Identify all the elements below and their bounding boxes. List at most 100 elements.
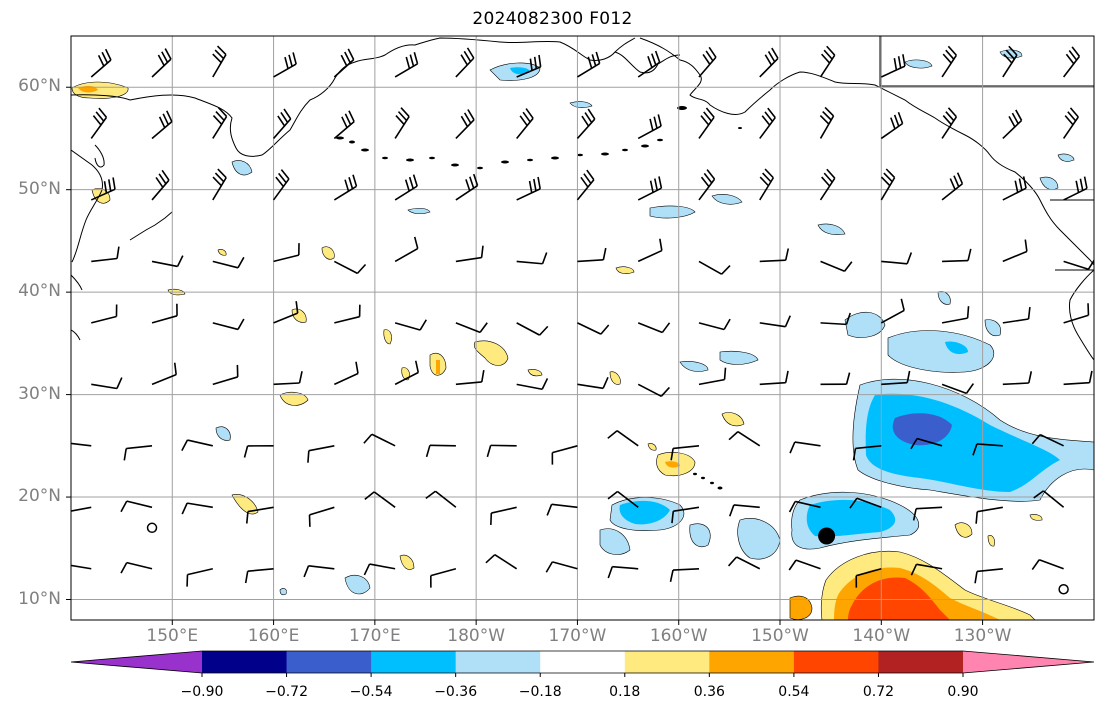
contour-blue-storm	[737, 491, 919, 560]
wind-barb	[820, 312, 852, 326]
colorbar-tick-label: −0.90	[180, 684, 224, 700]
lon-label-170w: 170°W	[548, 626, 607, 646]
wind-barb	[516, 176, 541, 201]
wind-barb	[577, 51, 601, 78]
wind-barb	[671, 506, 700, 524]
wind-barb	[545, 561, 578, 573]
lat-label-20: 20°N	[18, 486, 61, 507]
wind-barb	[394, 319, 427, 331]
colorbar-segment	[540, 651, 626, 673]
wind-barb	[307, 445, 335, 463]
wind-barb	[425, 490, 457, 508]
canada-border	[879, 36, 1094, 271]
colorbar-tick-label: −0.18	[518, 684, 562, 700]
wind-barb	[912, 506, 943, 521]
colorbar	[70, 650, 1095, 677]
coast-north-america	[1069, 269, 1094, 361]
wind-barb	[975, 506, 1003, 524]
wind-barb	[1062, 46, 1081, 78]
open-circle-marker	[1058, 584, 1069, 595]
coast-alaska	[639, 37, 1094, 266]
contour-blue-north	[215, 49, 1075, 596]
wind-barb	[1002, 109, 1023, 140]
wind-barb	[245, 506, 274, 524]
wind-barb	[455, 173, 479, 201]
colorbar-tick-label: 0.72	[862, 684, 895, 700]
wind-barb	[941, 172, 964, 201]
wind-barb	[333, 260, 367, 275]
wind-barb	[1062, 107, 1079, 139]
lon-label-150w: 150°W	[751, 626, 809, 646]
wind-barb	[71, 506, 92, 512]
wind-barb	[855, 568, 882, 588]
wind-barb	[244, 567, 274, 584]
wind-barb	[91, 377, 123, 390]
lon-label-140w: 140°W	[852, 626, 911, 646]
wind-barb	[1031, 558, 1064, 570]
wind-barb	[425, 444, 456, 458]
wind-barb	[1031, 433, 1064, 447]
colorbar-segment	[286, 651, 372, 673]
wind-barb	[151, 169, 170, 201]
coast-kuriles	[129, 211, 173, 241]
wind-barb	[551, 445, 578, 465]
colorbar-segment	[709, 651, 795, 673]
wind-barb	[1002, 45, 1018, 78]
wind-barb	[698, 107, 715, 139]
axis-ticks	[66, 86, 984, 625]
wind-barb	[1033, 490, 1065, 508]
wind-barb	[1002, 306, 1031, 324]
wind-barb	[607, 565, 639, 579]
wind-barb	[308, 506, 335, 527]
wind-barb	[881, 252, 913, 265]
wind-barb	[669, 567, 700, 583]
wind-barb	[637, 114, 662, 140]
coast-japan-south	[71, 274, 83, 341]
wind-barb	[880, 54, 906, 78]
wind-barb	[880, 111, 904, 140]
wind-barb	[186, 567, 213, 587]
wind-barb	[637, 50, 661, 78]
wind-barb	[880, 298, 905, 324]
map-frame	[70, 35, 1095, 621]
wind-barb	[819, 45, 836, 78]
wind-barb	[759, 248, 790, 263]
lon-label-160e: 160°E	[247, 626, 300, 646]
wind-barb	[546, 503, 578, 516]
wind-barb	[698, 260, 731, 275]
wind-barb	[820, 372, 851, 386]
wind-barb	[303, 564, 335, 578]
open-circle-marker	[146, 522, 158, 534]
wind-barb	[212, 318, 245, 331]
wind-barb	[727, 556, 761, 570]
wind-barb	[151, 362, 177, 386]
wind-barb	[1002, 239, 1028, 263]
wind-barb	[972, 443, 1003, 456]
wind-barb	[516, 322, 549, 336]
wind-barb	[151, 48, 172, 78]
wind-barb	[334, 361, 359, 386]
colorbar-segment	[878, 651, 964, 673]
wind-barb	[151, 255, 184, 268]
wind-barb	[212, 364, 239, 386]
wind-barb	[820, 260, 853, 273]
aleutian-islands	[336, 106, 742, 490]
wind-barb	[333, 110, 355, 140]
wind-barb	[698, 169, 716, 201]
wind-barb	[490, 506, 517, 526]
wind-barb	[1002, 176, 1027, 201]
wind-barb	[212, 45, 227, 78]
wind-barb	[394, 107, 410, 139]
lon-label-180w: 180°W	[447, 626, 506, 646]
wind-barb	[1063, 303, 1090, 324]
wind-barb	[788, 559, 821, 571]
wind-barb	[577, 247, 607, 263]
colorbar-segment	[455, 651, 541, 673]
wind-barb	[852, 445, 882, 461]
wind-barb	[333, 48, 355, 78]
colorbar-segment	[624, 651, 710, 673]
lat-label-40: 40°N	[18, 281, 61, 302]
wind-barb	[1063, 176, 1088, 201]
wind-barb	[486, 444, 517, 458]
wind-barb	[881, 370, 911, 386]
